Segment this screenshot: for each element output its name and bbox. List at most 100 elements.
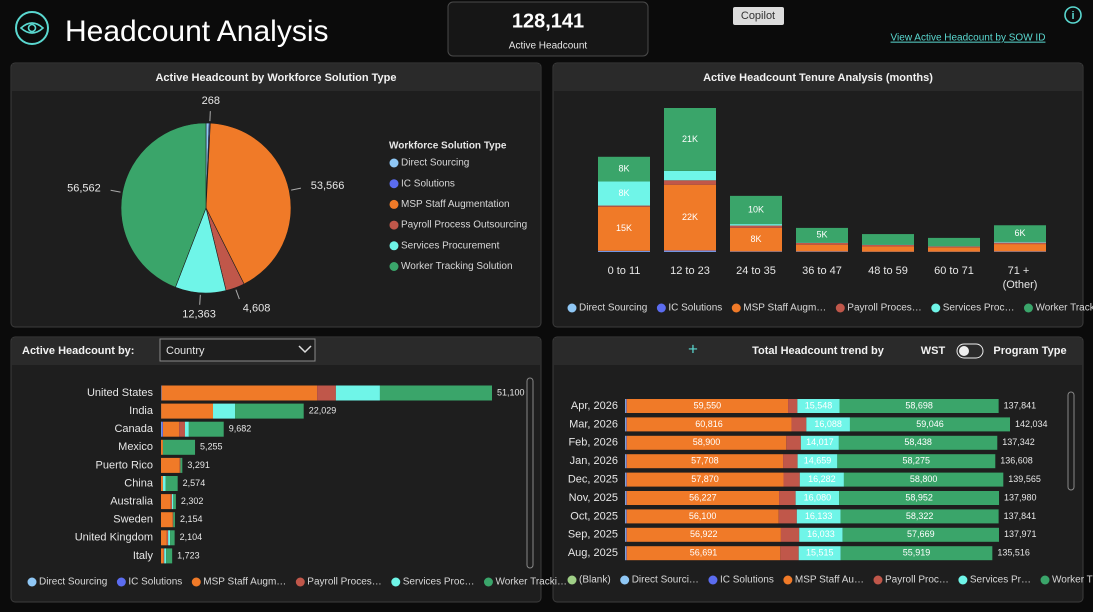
total-label: 1,723 bbox=[177, 550, 200, 560]
bar-segment bbox=[626, 417, 792, 432]
legend-marker bbox=[1040, 575, 1050, 585]
bar-segment bbox=[164, 548, 167, 564]
column-segment bbox=[730, 227, 782, 252]
legend-marker bbox=[835, 303, 845, 313]
info-button[interactable] bbox=[1064, 6, 1082, 24]
copilot-label[interactable]: Copilot bbox=[741, 10, 775, 22]
data-label: 21K bbox=[682, 134, 698, 144]
data-label: 14,659 bbox=[804, 456, 832, 466]
panel-header bbox=[12, 64, 540, 91]
column-segment bbox=[928, 237, 980, 247]
column-segment bbox=[598, 206, 650, 251]
legend-marker bbox=[295, 577, 305, 587]
bar-segment bbox=[797, 399, 840, 413]
bar-segment bbox=[625, 435, 626, 450]
y-tick-label: Jan, 2026 bbox=[570, 455, 618, 467]
bar-segment bbox=[180, 457, 183, 473]
sow-link[interactable]: View Active Headcount by SOW ID bbox=[891, 33, 1046, 44]
y-tick-label: Sweden bbox=[113, 514, 153, 526]
legend-marker bbox=[567, 303, 577, 313]
copilot-button[interactable] bbox=[733, 7, 784, 25]
data-label: 15,515 bbox=[806, 548, 834, 558]
data-label: 58,275 bbox=[903, 456, 931, 466]
kpi-value: 128,141 bbox=[512, 10, 584, 32]
bar-segment bbox=[161, 530, 167, 546]
column-segment bbox=[730, 224, 782, 226]
bar-segment bbox=[162, 476, 166, 491]
legend-marker bbox=[116, 577, 126, 587]
total-label: 3,291 bbox=[187, 460, 210, 470]
bar-segment bbox=[798, 546, 841, 561]
bar-segment bbox=[172, 512, 174, 528]
bar-segment bbox=[780, 527, 800, 542]
bar-segment bbox=[625, 472, 627, 487]
column-segment bbox=[598, 205, 650, 207]
column-segment bbox=[796, 227, 848, 243]
total-label: 139,565 bbox=[1008, 474, 1041, 484]
panel bbox=[552, 336, 1084, 603]
column-segment bbox=[994, 225, 1046, 242]
scrollbar[interactable] bbox=[1067, 391, 1075, 491]
bar-segment bbox=[625, 454, 627, 469]
data-label: 58,800 bbox=[910, 474, 938, 484]
bar-segment bbox=[625, 509, 627, 524]
total-label: 137,971 bbox=[1004, 529, 1037, 539]
total-label: 137,980 bbox=[1004, 492, 1037, 502]
column-segment bbox=[664, 251, 716, 252]
eye-icon bbox=[19, 22, 45, 34]
legend-marker bbox=[873, 575, 883, 585]
data-label: 16,033 bbox=[807, 529, 835, 539]
toggle-knob[interactable] bbox=[959, 346, 969, 356]
add-button[interactable]: + bbox=[688, 339, 698, 358]
legend-marker bbox=[958, 575, 968, 585]
bar-segment bbox=[626, 399, 789, 413]
column-segment bbox=[994, 244, 1046, 252]
bar-segment bbox=[161, 421, 163, 437]
bar-segment bbox=[625, 435, 627, 450]
legend-label: IC Solutions bbox=[668, 303, 722, 314]
bar-segment bbox=[173, 494, 176, 510]
y-tick-label: Mexico bbox=[118, 441, 153, 453]
column-segment bbox=[598, 251, 650, 252]
bar-segment bbox=[795, 491, 840, 505]
data-label: 5K bbox=[816, 230, 827, 240]
scrollbar[interactable] bbox=[526, 377, 534, 569]
leader-line bbox=[199, 294, 201, 305]
toggle-left-label[interactable]: WST bbox=[921, 345, 946, 357]
bar-segment bbox=[626, 454, 784, 469]
data-label: 60,816 bbox=[695, 419, 723, 429]
column-segment bbox=[862, 234, 914, 245]
data-label: 15,548 bbox=[805, 400, 833, 410]
data-label: 15K bbox=[616, 223, 632, 233]
legend-marker bbox=[708, 575, 718, 585]
dropdown[interactable] bbox=[159, 338, 316, 362]
data-label: 56,691 bbox=[690, 548, 718, 558]
toggle-right-label[interactable]: Program Type bbox=[993, 345, 1066, 357]
toggle[interactable] bbox=[956, 343, 984, 359]
legend-marker bbox=[389, 241, 399, 251]
bar-segment bbox=[179, 421, 185, 437]
dropdown-chevron[interactable] bbox=[298, 345, 312, 354]
bar-segment bbox=[843, 472, 1004, 487]
legend-label: Payroll Proces… bbox=[307, 577, 381, 588]
bar-segment bbox=[317, 385, 336, 401]
bar-segment bbox=[625, 399, 626, 413]
legend-label: Direct Sourcing bbox=[579, 303, 647, 314]
bar-segment bbox=[626, 472, 784, 487]
dropdown-value[interactable]: Country bbox=[166, 345, 205, 357]
data-label: 16,088 bbox=[814, 419, 842, 429]
legend-label: IC Solutions bbox=[128, 577, 182, 588]
bar-segment bbox=[783, 472, 800, 487]
bar-segment bbox=[796, 509, 841, 524]
data-label: 58,698 bbox=[905, 400, 933, 410]
y-tick-label: Apr, 2026 bbox=[571, 400, 618, 412]
column-segment bbox=[730, 195, 782, 225]
bar-segment bbox=[184, 421, 189, 437]
data-label: 57,870 bbox=[691, 474, 719, 484]
bar-segment bbox=[625, 417, 626, 432]
info-label[interactable]: i bbox=[1071, 10, 1074, 22]
bar-segment bbox=[799, 472, 844, 487]
bar-segment bbox=[161, 548, 164, 564]
